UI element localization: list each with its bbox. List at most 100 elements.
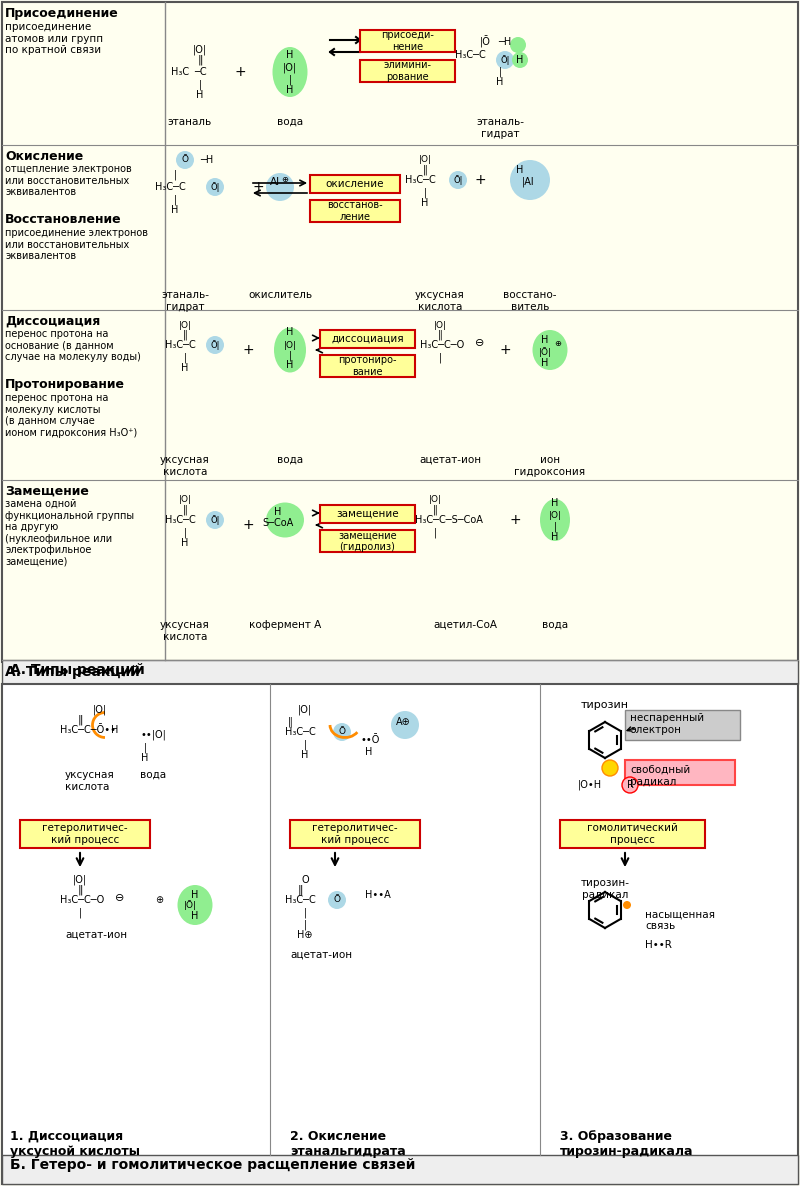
Text: замена одной
функциональной группы
на другую
(нуклеофильное или
электрофильное
з: замена одной функциональной группы на др…	[5, 499, 134, 567]
Text: гетеролитичес-
кий процесс: гетеролитичес- кий процесс	[42, 823, 128, 844]
Text: |O|: |O|	[298, 704, 312, 715]
Bar	[2, 1155, 798, 1184]
Text: |: |	[554, 522, 557, 533]
Text: H••R: H••R	[645, 940, 672, 950]
Text: H₃C─C─Ō••: H₃C─C─Ō••	[60, 725, 116, 735]
Text: протониро-
вание: протониро- вание	[338, 355, 397, 377]
Text: ‖: ‖	[78, 885, 82, 895]
Text: H₃C─C: H₃C─C	[165, 340, 196, 350]
Text: H: H	[302, 750, 309, 760]
Text: уксусная
кислота: уксусная кислота	[415, 291, 465, 312]
Text: |O|: |O|	[429, 496, 442, 504]
Text: ‖: ‖	[433, 505, 438, 515]
Text: Ō: Ō	[182, 155, 189, 165]
Text: H: H	[191, 890, 198, 900]
Ellipse shape	[266, 173, 294, 200]
Text: Al: Al	[270, 177, 280, 187]
Text: +: +	[242, 343, 254, 357]
Text: |O|: |O|	[418, 155, 431, 165]
Text: окисление: окисление	[326, 179, 384, 189]
Text: H: H	[422, 198, 429, 208]
Text: элимини-
рование: элимини- рование	[383, 60, 431, 82]
Text: |Ō|: |Ō|	[183, 900, 197, 910]
Text: окислитель: окислитель	[248, 291, 312, 300]
Text: |: |	[434, 528, 437, 538]
Text: Ō|: Ō|	[210, 183, 220, 192]
FancyBboxPatch shape	[560, 820, 705, 848]
Text: ацетат-ион: ацетат-ион	[65, 930, 127, 940]
Text: H: H	[182, 538, 189, 548]
FancyBboxPatch shape	[320, 330, 415, 347]
Text: Замещение: Замещение	[5, 485, 89, 498]
Text: Ō|: Ō|	[454, 176, 462, 185]
Text: |O|: |O|	[93, 704, 107, 715]
FancyBboxPatch shape	[310, 200, 400, 222]
Text: восстанов-
ление: восстанов- ление	[327, 200, 383, 222]
Text: ─H: ─H	[498, 37, 512, 47]
Text: H₃C─C─O: H₃C─C─O	[60, 895, 104, 905]
Ellipse shape	[391, 710, 419, 739]
Text: Окисление: Окисление	[5, 149, 83, 162]
Text: H: H	[551, 498, 558, 508]
Text: Ō: Ō	[334, 895, 341, 905]
Circle shape	[622, 777, 638, 793]
Bar	[2, 659, 798, 684]
Text: вода: вода	[277, 117, 303, 127]
FancyBboxPatch shape	[290, 820, 420, 848]
Bar	[2, 2, 798, 662]
Text: 2. Окисление
этанальгидрата: 2. Окисление этанальгидрата	[290, 1130, 406, 1158]
Text: ‖: ‖	[438, 330, 442, 340]
Text: свободный
радикал: свободный радикал	[630, 765, 690, 786]
Bar	[625, 760, 735, 785]
Text: ацетат-ион: ацетат-ион	[419, 455, 481, 465]
Text: |O|: |O|	[283, 340, 297, 350]
Text: ⊕: ⊕	[155, 895, 163, 905]
Text: H: H	[196, 90, 204, 100]
Text: уксусная
кислота: уксусная кислота	[65, 770, 114, 791]
Text: H: H	[286, 327, 294, 337]
Text: H: H	[286, 85, 294, 95]
Text: H₃C─C─S─CoA: H₃C─C─S─CoA	[415, 515, 483, 525]
Text: |: |	[174, 195, 177, 205]
Text: присоеди-
нение: присоеди- нение	[381, 30, 434, 52]
Text: ••|O|: ••|O|	[140, 729, 166, 740]
Text: вода: вода	[140, 770, 166, 780]
Text: A⊕: A⊕	[396, 718, 410, 727]
Text: ⊖: ⊖	[475, 338, 485, 347]
Text: H: H	[274, 506, 282, 517]
Text: H⊕: H⊕	[298, 930, 313, 940]
Text: H₃C─C: H₃C─C	[285, 727, 316, 737]
Text: Восстановление: Восстановление	[5, 213, 122, 227]
Text: |Al: |Al	[522, 177, 534, 187]
Text: этаналь-
гидрат: этаналь- гидрат	[476, 117, 524, 139]
Text: |: |	[303, 907, 306, 918]
Text: 3. Образование
тирозин-радикала: 3. Образование тирозин-радикала	[560, 1130, 694, 1158]
Text: H: H	[542, 334, 549, 345]
Text: H: H	[496, 77, 504, 87]
Text: H: H	[286, 361, 294, 370]
Text: |O|: |O|	[193, 45, 207, 56]
Text: +: +	[252, 180, 264, 195]
Text: Ō|: Ō|	[210, 340, 220, 350]
Circle shape	[328, 891, 346, 908]
Text: H: H	[286, 50, 294, 60]
Text: |: |	[183, 352, 186, 363]
Text: вода: вода	[277, 455, 303, 465]
Text: восстано-
витель: восстано- витель	[503, 291, 557, 312]
Text: H₃C: H₃C	[171, 66, 189, 77]
Text: Б. Гетеро- и гомолитическое расщепление связей: Б. Гетеро- и гомолитическое расщепление …	[10, 1158, 415, 1172]
Text: замещение
(гидролиз): замещение (гидролиз)	[338, 530, 397, 551]
Text: ‖: ‖	[287, 716, 293, 727]
Text: |: |	[423, 187, 426, 198]
Text: гетеролитичес-
кий процесс: гетеролитичес- кий процесс	[312, 823, 398, 844]
Text: H: H	[365, 747, 372, 757]
Text: присоединение
атомов или групп
по кратной связи: присоединение атомов или групп по кратно…	[5, 23, 103, 56]
Text: перенос протона на
молекулу кислоты
(в данном случае
ионом гидроксония H₃O⁺): перенос протона на молекулу кислоты (в д…	[5, 393, 138, 438]
Text: Присоединение: Присоединение	[5, 7, 118, 20]
Text: |: |	[288, 351, 292, 362]
FancyBboxPatch shape	[20, 820, 150, 848]
Text: H••A: H••A	[365, 890, 390, 900]
Circle shape	[602, 760, 618, 776]
Circle shape	[206, 178, 224, 196]
Text: |Ō: |Ō	[479, 36, 490, 49]
